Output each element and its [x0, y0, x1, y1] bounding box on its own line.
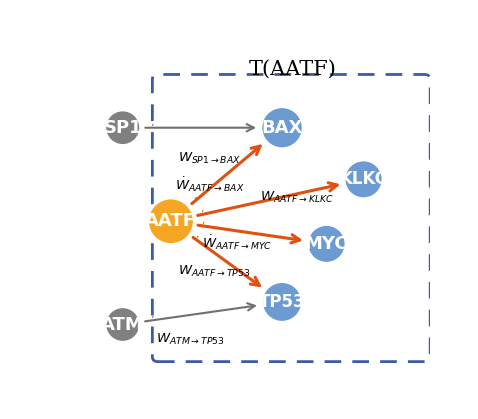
- Text: ʼ: ʼ: [201, 221, 205, 231]
- Text: AATF: AATF: [145, 212, 196, 230]
- Ellipse shape: [344, 160, 383, 199]
- Text: $W_{SP1\rightarrow BAX}$: $W_{SP1\rightarrow BAX}$: [178, 151, 241, 166]
- Ellipse shape: [105, 110, 141, 145]
- Ellipse shape: [307, 225, 346, 263]
- Text: ʼ: ʼ: [193, 196, 197, 206]
- Text: ʼ: ʼ: [195, 235, 198, 245]
- Text: $W_{AATF\rightarrow TP53}$: $W_{AATF\rightarrow TP53}$: [178, 264, 251, 279]
- Text: $W_{ATM\rightarrow TP53}$: $W_{ATM\rightarrow TP53}$: [156, 331, 225, 347]
- Text: $W_{AATF\rightarrow KLKC}$: $W_{AATF\rightarrow KLKC}$: [260, 189, 334, 204]
- Text: SP1: SP1: [103, 119, 142, 137]
- Text: $\dot{W}_{AATF\rightarrow MYC}$: $\dot{W}_{AATF\rightarrow MYC}$: [202, 233, 273, 252]
- Ellipse shape: [261, 107, 303, 149]
- Text: ʼ: ʼ: [200, 210, 204, 220]
- Text: T(AATF): T(AATF): [249, 60, 337, 79]
- Ellipse shape: [261, 282, 303, 322]
- Text: $\dot{W}_{AATF\rightarrow BAX}$: $\dot{W}_{AATF\rightarrow BAX}$: [174, 175, 244, 194]
- Text: MYC: MYC: [304, 235, 348, 253]
- Ellipse shape: [148, 198, 194, 245]
- Text: ʼ: ʼ: [150, 316, 153, 326]
- Text: KLKC: KLKC: [339, 171, 388, 188]
- Ellipse shape: [105, 307, 141, 342]
- Text: BAX: BAX: [261, 119, 303, 137]
- Text: ʼ: ʼ: [150, 123, 153, 133]
- Text: TP53: TP53: [259, 293, 305, 311]
- Text: ATM: ATM: [101, 316, 144, 334]
